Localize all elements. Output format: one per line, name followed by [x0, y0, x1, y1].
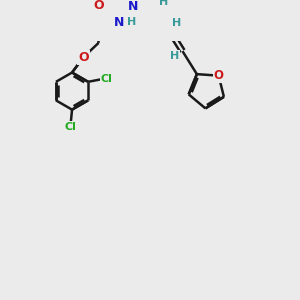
Text: Cl: Cl — [65, 122, 77, 132]
Text: H: H — [169, 51, 179, 62]
Text: H: H — [128, 17, 137, 27]
Text: O: O — [93, 0, 104, 11]
Text: H: H — [159, 0, 168, 8]
Text: N: N — [114, 16, 124, 29]
Text: O: O — [214, 69, 224, 82]
Text: H: H — [172, 18, 181, 28]
Text: Cl: Cl — [100, 74, 112, 84]
Text: N: N — [128, 0, 139, 13]
Text: O: O — [78, 51, 89, 64]
